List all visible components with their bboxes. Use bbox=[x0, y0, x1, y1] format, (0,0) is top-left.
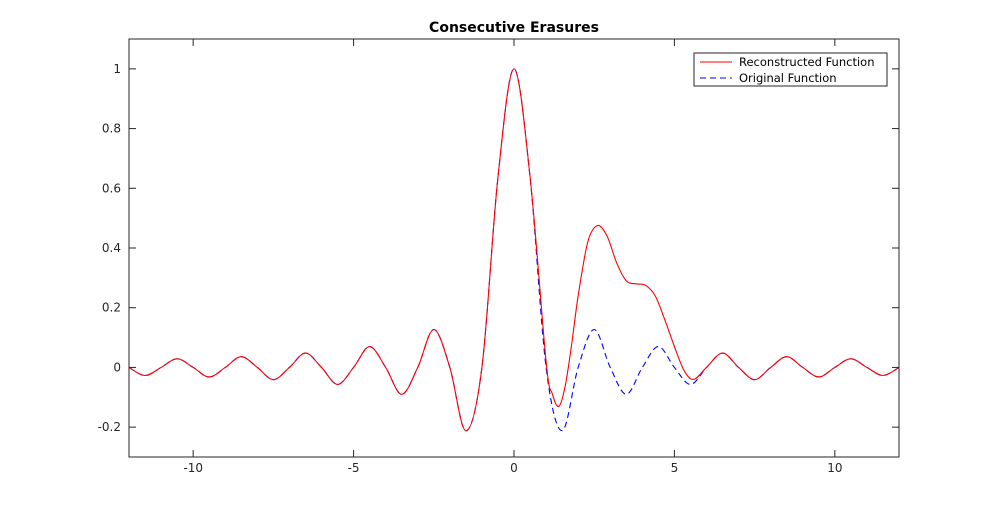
y-tick-label: -0.2 bbox=[98, 420, 121, 434]
axes-box bbox=[128, 38, 900, 458]
legend: Reconstructed Function Original Function bbox=[693, 52, 888, 87]
x-tick-label: -10 bbox=[183, 461, 203, 475]
legend-label: Reconstructed Function bbox=[739, 55, 875, 69]
x-tick-label: -5 bbox=[348, 461, 360, 475]
y-tick-label: 0 bbox=[113, 360, 121, 374]
chart-title: Consecutive Erasures bbox=[429, 20, 599, 36]
x-tick-label: 0 bbox=[510, 461, 518, 475]
y-tick-label: 0.8 bbox=[102, 122, 121, 136]
y-tick-label: 0.2 bbox=[102, 301, 121, 315]
series-layer bbox=[128, 68, 900, 432]
x-tick-label: 5 bbox=[671, 461, 679, 475]
x-tick-label: 10 bbox=[827, 461, 842, 475]
legend-label: Original Function bbox=[739, 71, 837, 85]
legend-box bbox=[693, 52, 888, 87]
reconstructed-function-line bbox=[128, 68, 900, 432]
y-tick-label: 0.6 bbox=[102, 181, 121, 195]
plot-area bbox=[128, 38, 900, 458]
y-tick-label: 1 bbox=[113, 62, 121, 76]
ticks-layer: -10 -5 0 5 10 -0.2 0 0.2 0.4 0.6 0.8 1 bbox=[98, 39, 899, 475]
y-tick-label: 0.4 bbox=[102, 241, 121, 255]
